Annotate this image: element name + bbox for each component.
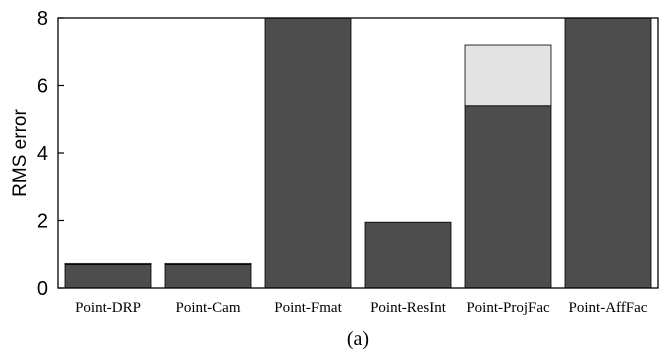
bar-point-cam-segment-2 <box>164 262 252 265</box>
bar-point-drp-segment-1 <box>64 263 152 289</box>
y-tick-label-6: 6 <box>37 76 48 98</box>
x-tick-label-point-resint: Point-ResInt <box>370 300 447 316</box>
x-tick-label-point-cam: Point-Cam <box>175 300 240 316</box>
y-axis-ticks: 0 2 4 6 8 <box>37 8 64 300</box>
y-tick-label-4: 4 <box>37 143 48 165</box>
x-tick-label-point-afffac: Point-AffFac <box>569 300 648 316</box>
bar-point-cam-segment-1 <box>164 263 252 289</box>
bar-point-afffac-segment-1 <box>564 17 652 289</box>
figure-caption: (a) <box>347 328 369 350</box>
x-tick-label-point-projfac: Point-ProjFac <box>466 300 550 316</box>
bars-group <box>64 17 652 289</box>
x-tick-label-point-fmat: Point-Fmat <box>274 300 342 316</box>
bar-point-projfac-segment-1 <box>464 105 552 289</box>
bar-point-fmat-segment-1 <box>264 17 352 289</box>
x-tick-label-point-drp: Point-DRP <box>75 300 141 316</box>
y-tick-label-8: 8 <box>37 8 48 30</box>
bar-point-projfac-segment-2 <box>464 44 552 107</box>
y-tick-label-2: 2 <box>37 211 48 233</box>
x-axis-category-labels: Point-DRP Point-Cam Point-Fmat Point-ResInt… <box>75 300 648 316</box>
bar-point-resint-segment-1 <box>364 221 452 289</box>
bar-point-drp-segment-2 <box>64 262 152 265</box>
y-tick-label-0: 0 <box>37 278 48 300</box>
y-axis-label: RMS error <box>10 109 31 197</box>
